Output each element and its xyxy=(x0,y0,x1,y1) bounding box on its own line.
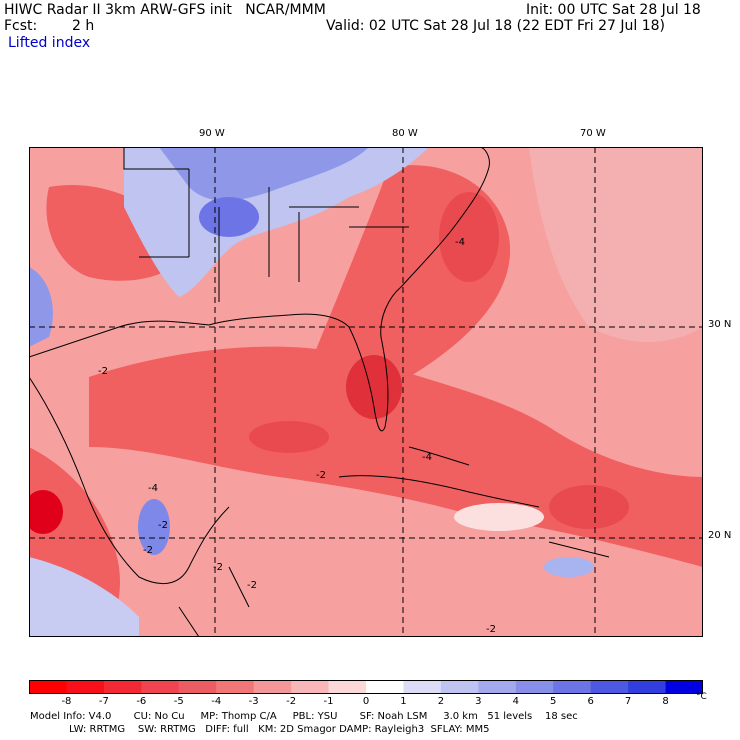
colorbar-tick-label: 7 xyxy=(624,696,632,707)
field-positive-central-america xyxy=(29,557,139,637)
colorbar xyxy=(29,680,703,694)
field-band-gulf xyxy=(89,346,703,567)
model-info-line2: LW: RRTMG SW: RRTMG DIFF: full KM: 2D Sm… xyxy=(69,724,490,735)
colorbar-tick-label: 4 xyxy=(512,696,519,707)
coastlines xyxy=(29,147,610,637)
colorbar-swatch xyxy=(590,680,629,694)
contour-label: -2 xyxy=(247,580,257,591)
field-name: Lifted index xyxy=(8,35,91,51)
colorbar-tick-label: -2 xyxy=(286,696,297,707)
field-positive-hispaniola xyxy=(544,557,594,577)
colorbar-swatch xyxy=(440,680,479,694)
colorbar-swatch xyxy=(478,680,517,694)
colorbar-tick-label: 0 xyxy=(362,696,370,707)
colorbar-tick-label: -8 xyxy=(61,696,72,707)
field-positive-core xyxy=(159,147,369,201)
field-weak-atlantic xyxy=(529,147,703,342)
colorbar-swatch xyxy=(628,680,667,694)
colorbar-swatch xyxy=(253,680,292,694)
contour-label: -2 xyxy=(316,470,326,481)
init-time: Init: 00 UTC Sat 28 Jul 18 xyxy=(526,2,701,18)
longitude-label-70w: 70 W xyxy=(580,128,606,139)
colorbar-swatch xyxy=(103,680,142,694)
colorbar-tick-label: 6 xyxy=(587,696,594,707)
colorbar-tick-label: -3 xyxy=(248,696,259,707)
colorbar-swatch xyxy=(216,680,255,694)
field-weak-cuba xyxy=(454,503,544,531)
model-title: HIWC Radar II 3km ARW-GFS init NCAR/MMM xyxy=(4,2,326,18)
colorbar-swatch xyxy=(366,680,404,694)
colorbar-tick-label: 8 xyxy=(662,696,669,707)
latitude-label-20n: 20 N xyxy=(708,530,732,541)
colorbar-swatch xyxy=(178,680,217,694)
contour-label: -4 xyxy=(148,483,158,494)
colorbar-swatch xyxy=(665,680,703,694)
colorbar-swatch xyxy=(66,680,105,694)
field-pocket-central-gulf xyxy=(249,421,329,453)
colorbar-tick-label: -5 xyxy=(173,696,184,707)
colorbar-tick-label: -7 xyxy=(98,696,109,707)
colorbar-frame xyxy=(29,680,703,694)
colorbar-tick-label: 1 xyxy=(400,696,407,707)
lat-lon-grid xyxy=(29,147,703,637)
model-info-line1: Model Info: V4.0 CU: No Cu MP: Thomp C/A… xyxy=(30,711,578,722)
map-frame xyxy=(29,147,703,637)
contour-label: -2 xyxy=(158,520,168,531)
contour-label: -2 xyxy=(143,545,153,556)
lifted-index-map xyxy=(29,147,703,637)
field-pocket-west-edge xyxy=(29,490,63,534)
field-pocket-atlantic xyxy=(549,485,629,529)
forecast-hour: 2 h xyxy=(72,18,95,34)
colorbar-swatch xyxy=(291,680,330,694)
contour-label: -4 xyxy=(422,452,432,463)
colorbar-tick-label: -1 xyxy=(323,696,334,707)
colorbar-tick-label: 5 xyxy=(550,696,557,707)
contour-label: -2 xyxy=(213,562,223,573)
valid-time: Valid: 02 UTC Sat 28 Jul 18 (22 EDT Fri … xyxy=(326,18,666,34)
colorbar-tick-label: -6 xyxy=(136,696,147,707)
colorbar-swatch xyxy=(29,680,67,694)
field-positive-yucatan xyxy=(138,499,170,555)
colorbar-swatch xyxy=(328,680,367,694)
latitude-label-30n: 30 N xyxy=(708,319,732,330)
contour-label: -2 xyxy=(98,366,108,377)
colorbar-swatch xyxy=(515,680,554,694)
colorbar-tick-label: 3 xyxy=(475,696,482,707)
colorbar-swatch xyxy=(553,680,592,694)
field-pocket-carolinas xyxy=(439,192,499,282)
forecast-label: Fcst: xyxy=(4,18,38,34)
colorbar-tick-label: -4 xyxy=(211,696,222,707)
field-positive-max xyxy=(199,197,259,237)
contour-label: -2 xyxy=(486,624,496,635)
contour-label: -4 xyxy=(455,237,465,248)
colorbar-unit: °C xyxy=(696,692,707,702)
longitude-label-80w: 80 W xyxy=(392,128,418,139)
colorbar-swatch xyxy=(141,680,180,694)
longitude-label-90w: 90 W xyxy=(199,128,225,139)
colorbar-tick-label: 2 xyxy=(437,696,445,707)
colorbar-swatch xyxy=(403,680,442,694)
